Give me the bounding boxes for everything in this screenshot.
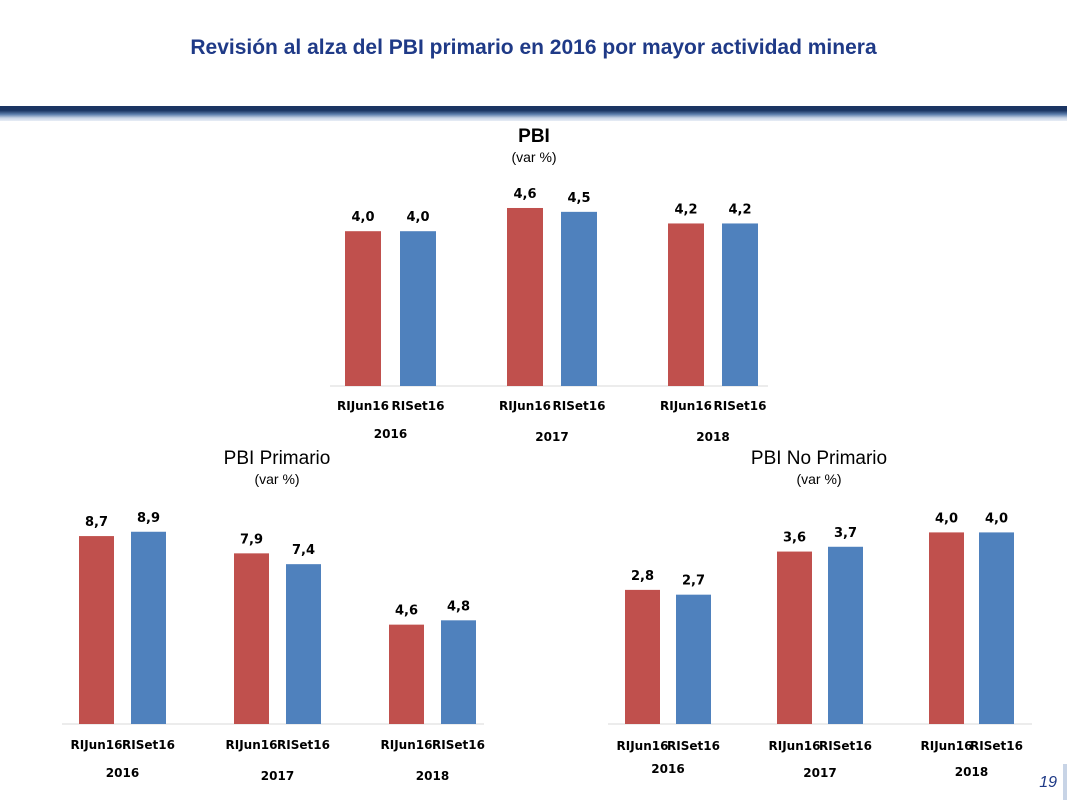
series-tick-label: RIJun16 xyxy=(337,399,389,413)
series-tick-label: RIJun16 xyxy=(226,738,278,752)
category-label: 2016 xyxy=(106,766,139,780)
slide-title: Revisión al alza del PBI primario en 201… xyxy=(190,36,877,59)
category-label: 2018 xyxy=(955,765,988,779)
bar xyxy=(441,620,476,724)
bar xyxy=(345,231,381,386)
bar xyxy=(668,223,704,386)
data-label: 3,7 xyxy=(834,526,857,541)
bar xyxy=(676,594,711,724)
data-label: 3,6 xyxy=(783,531,806,546)
data-label: 4,0 xyxy=(985,511,1008,526)
bar xyxy=(828,546,863,724)
data-label: 4,6 xyxy=(513,187,536,202)
bar xyxy=(507,207,543,386)
bar xyxy=(131,531,166,724)
bar xyxy=(561,211,597,386)
page-strip xyxy=(1063,764,1067,800)
category-label: 2018 xyxy=(416,769,449,783)
series-tick-label: RISet16 xyxy=(714,399,767,413)
chart-title-text: PBI Primario xyxy=(223,448,331,469)
series-tick-label: RISet16 xyxy=(553,399,606,413)
bar xyxy=(929,532,964,724)
data-label: 7,4 xyxy=(292,543,315,558)
category-label: 2017 xyxy=(535,430,568,444)
data-label: 4,0 xyxy=(406,210,429,225)
category-label: 2016 xyxy=(374,427,407,441)
category-label: 2017 xyxy=(261,769,294,783)
data-label: 8,7 xyxy=(85,515,108,530)
category-label: 2017 xyxy=(803,766,836,780)
series-tick-label: RISet16 xyxy=(970,739,1023,753)
bar xyxy=(286,564,321,724)
bar xyxy=(234,553,269,724)
series-tick-label: RIJun16 xyxy=(921,739,973,753)
bar xyxy=(777,551,812,724)
chart-title-pbi-primario: PBI Primario (var %) xyxy=(177,448,377,488)
data-label: 4,8 xyxy=(447,599,470,614)
bar xyxy=(79,536,114,724)
bar xyxy=(389,624,424,724)
series-tick-label: RIJun16 xyxy=(71,738,123,752)
data-label: 2,8 xyxy=(631,569,654,584)
bar xyxy=(625,589,660,724)
series-tick-label: RISet16 xyxy=(432,738,485,752)
chart-title-text: PBI xyxy=(518,126,550,147)
chart-title-pbi: PBI (var %) xyxy=(454,126,614,166)
category-label: 2018 xyxy=(696,430,729,444)
category-label: 2016 xyxy=(651,762,684,776)
chart-subtitle: (var %) xyxy=(511,149,557,165)
bar xyxy=(400,231,436,386)
series-tick-label: RIJun16 xyxy=(499,399,551,413)
chart-1: 8,7 RIJun16 8,9 RISet16 2016 7,9 RIJun16 7,4 RIS… xyxy=(62,511,485,783)
data-label: 7,9 xyxy=(240,532,263,547)
data-label: 4,6 xyxy=(395,604,418,619)
bar xyxy=(722,223,758,386)
series-tick-label: RIJun16 xyxy=(769,739,821,753)
chart-subtitle: (var %) xyxy=(254,471,300,487)
data-label: 2,7 xyxy=(682,574,705,589)
series-tick-label: RIJun16 xyxy=(660,399,712,413)
data-label: 4,5 xyxy=(567,191,590,206)
chart-subtitle: (var %) xyxy=(796,471,842,487)
title-divider xyxy=(0,106,1067,121)
data-label: 4,2 xyxy=(674,202,697,217)
data-label: 4,0 xyxy=(351,210,374,225)
series-tick-label: RISet16 xyxy=(122,738,175,752)
series-tick-label: RISet16 xyxy=(392,399,445,413)
series-tick-label: RISet16 xyxy=(667,739,720,753)
chart-title-pbi-no-primario: PBI No Primario (var %) xyxy=(709,448,929,488)
page-number: 19 xyxy=(1039,774,1057,791)
series-tick-label: RIJun16 xyxy=(381,738,433,752)
bar xyxy=(979,532,1014,724)
chart-2: 2,8 RIJun16 2,7 RISet16 2016 3,6 RIJun16 3,7 RIS… xyxy=(608,511,1032,780)
series-tick-label: RIJun16 xyxy=(617,739,669,753)
chart-title-text: PBI No Primario xyxy=(750,448,888,469)
chart-0: 4,0 RIJun16 4,0 RISet16 2016 4,6 RIJun16 4,5 RIS… xyxy=(330,187,768,444)
data-label: 8,9 xyxy=(137,511,160,526)
data-label: 4,2 xyxy=(728,202,751,217)
data-label: 4,0 xyxy=(935,511,958,526)
series-tick-label: RISet16 xyxy=(819,739,872,753)
series-tick-label: RISet16 xyxy=(277,738,330,752)
